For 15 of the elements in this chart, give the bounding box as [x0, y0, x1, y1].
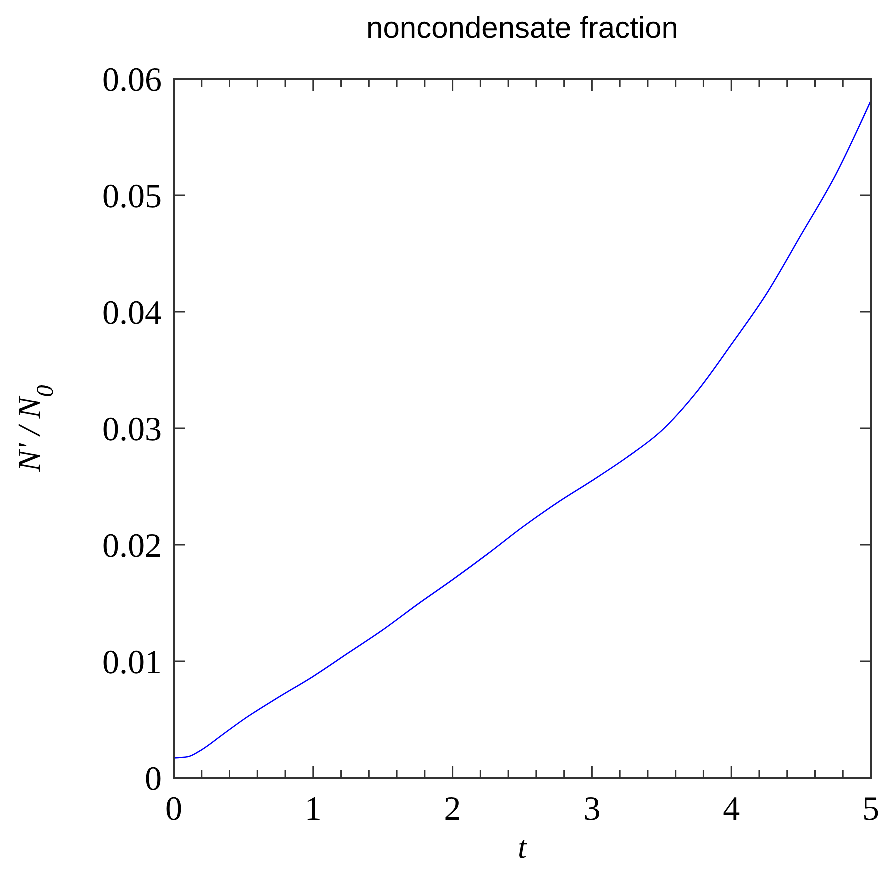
y-tick-label: 0.05 [102, 178, 162, 216]
y-tick-label: 0.01 [102, 644, 162, 682]
y-tick-label: 0.06 [102, 62, 162, 99]
x-tick-label: 1 [304, 791, 322, 828]
line-series [173, 100, 872, 759]
y-tick-label: 0.03 [102, 411, 162, 448]
x-tick-label: 5 [862, 791, 880, 828]
y-tick-label: 0.02 [102, 528, 162, 565]
y-tick-label: 0.04 [102, 294, 162, 332]
y-tick-label: 0 [145, 760, 162, 798]
chart-title: noncondensate fraction [366, 12, 678, 45]
x-axis-title: t [518, 829, 528, 865]
x-tick-label: 2 [444, 791, 462, 828]
x-tick-label: 3 [584, 791, 601, 828]
x-tick-label: 4 [723, 791, 740, 828]
